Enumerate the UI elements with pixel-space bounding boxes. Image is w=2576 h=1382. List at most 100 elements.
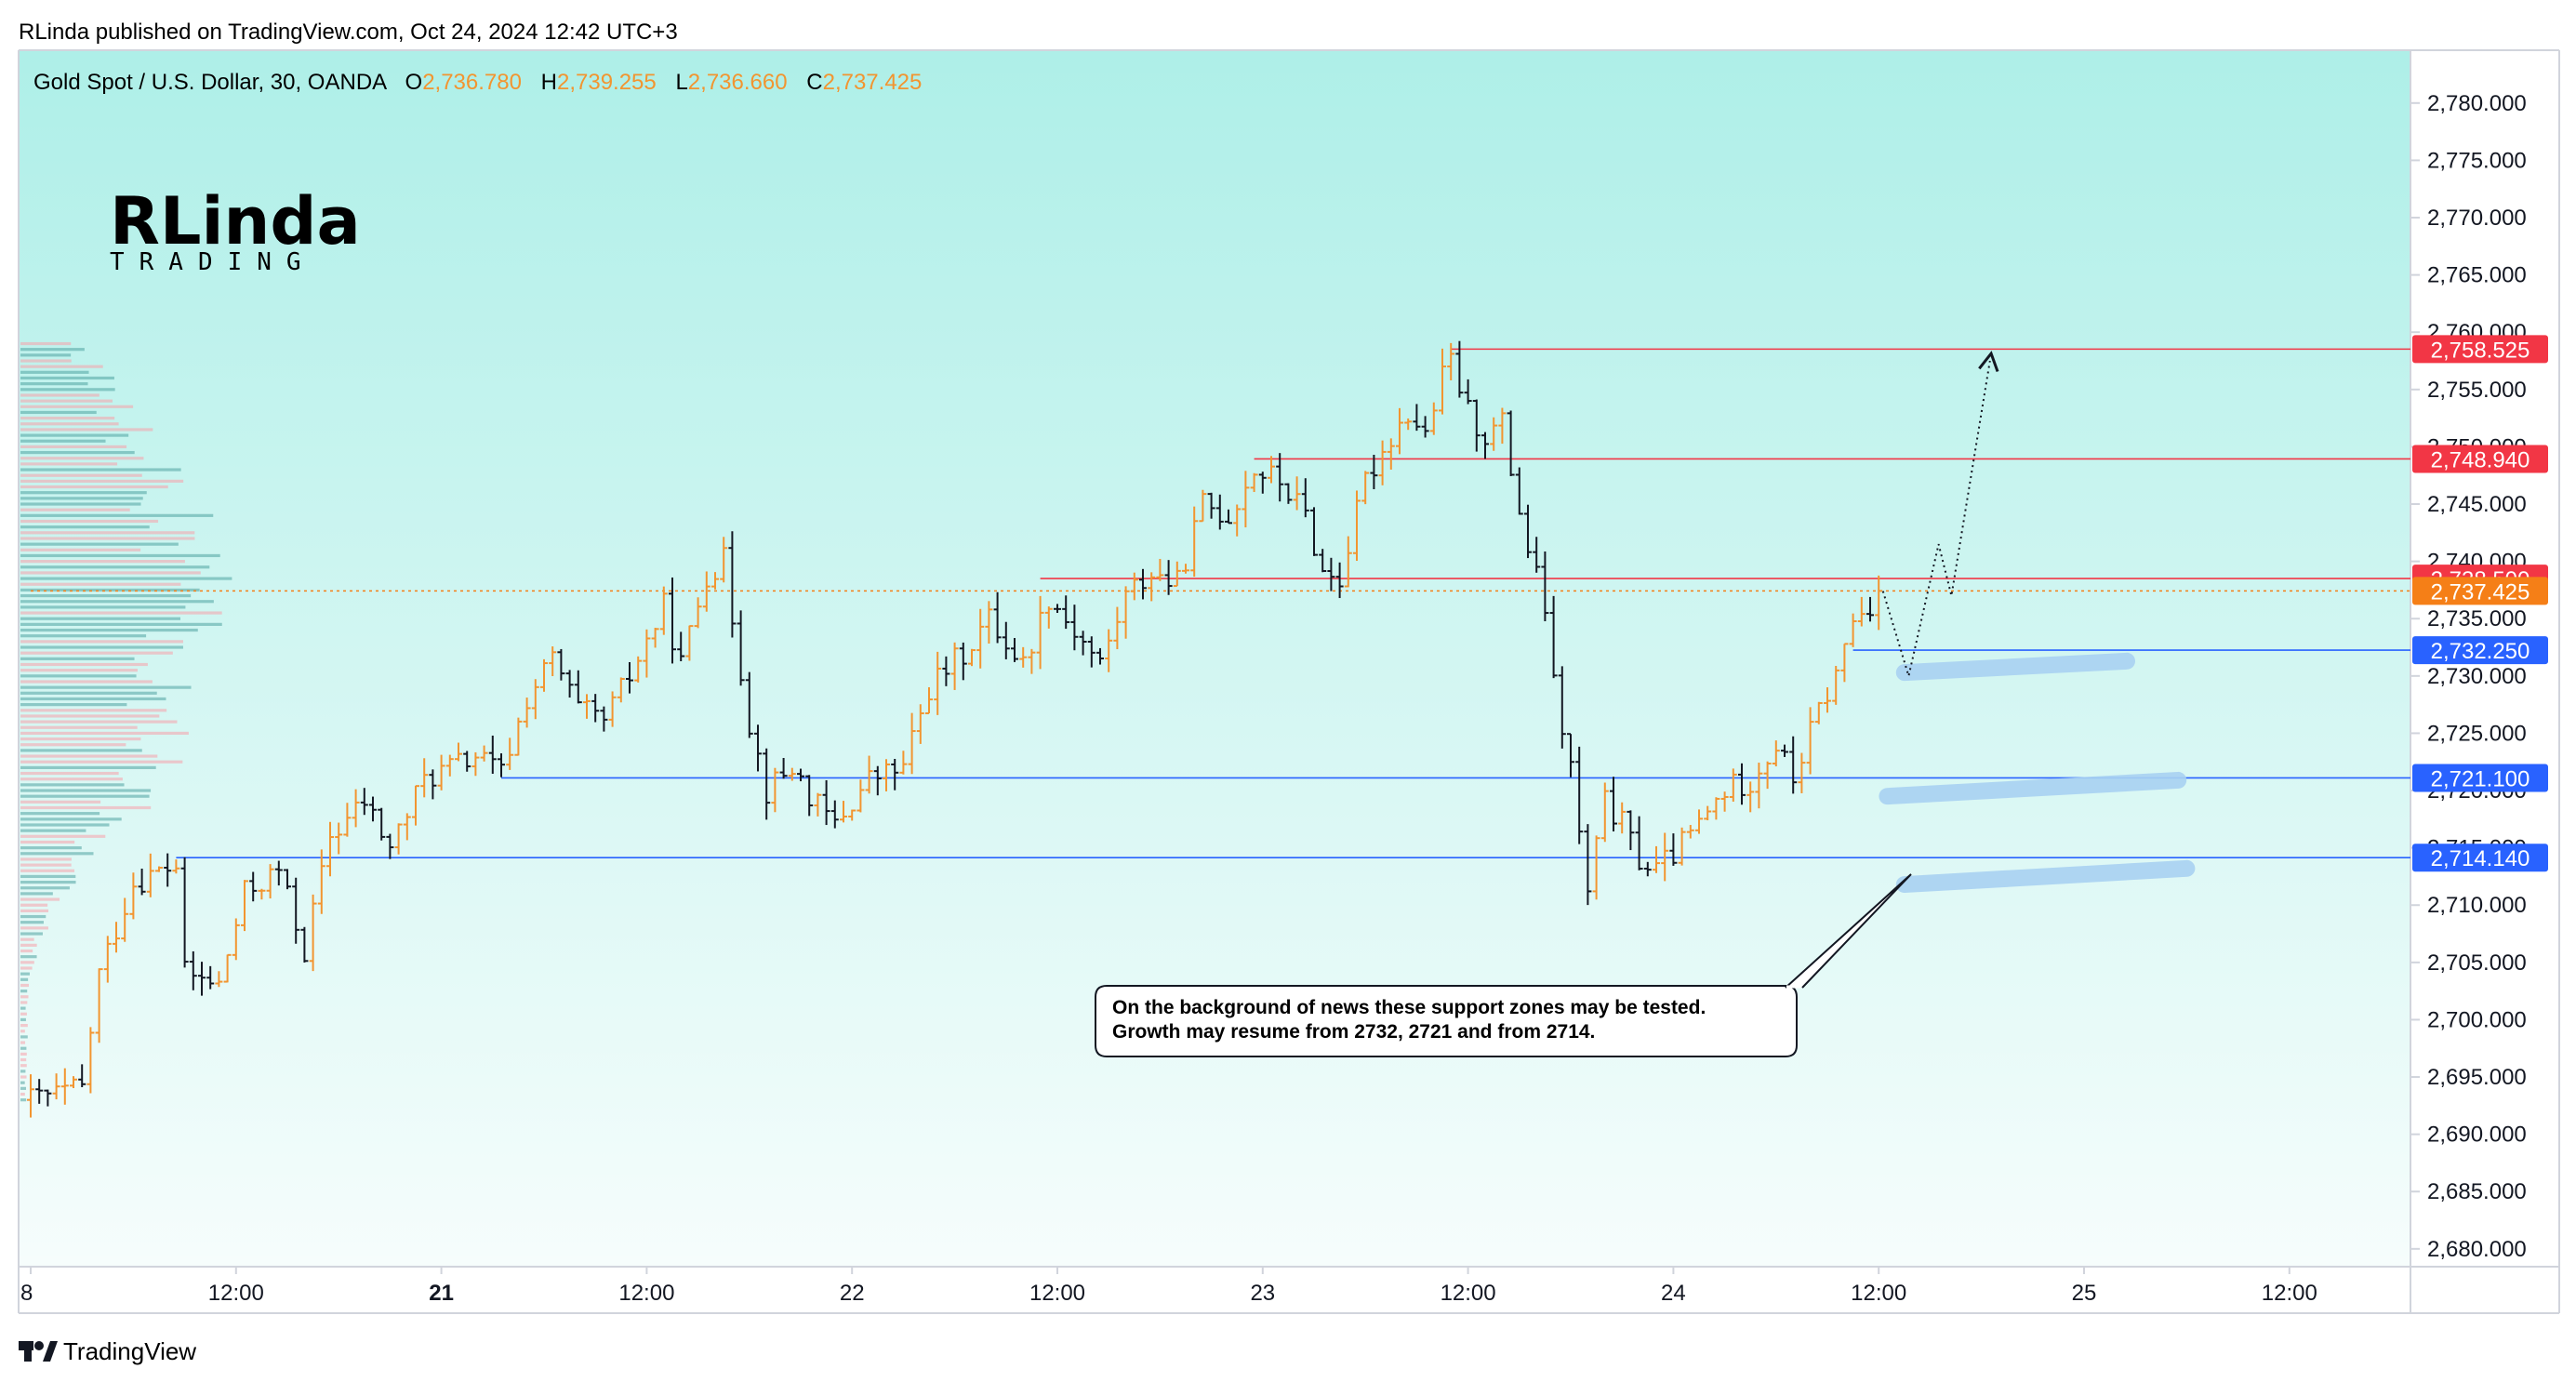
volume-profile-bar [20, 972, 30, 976]
symbol-legend[interactable]: Gold Spot / U.S. Dollar, 30, OANDA O2,73… [33, 70, 922, 95]
volume-profile-bar [20, 1075, 27, 1079]
ohlc-bar [1327, 557, 1335, 591]
support-level-label: 2,714.140 [2431, 846, 2530, 871]
price-tick-label: 2,765.000 [2427, 263, 2527, 288]
time-tick-label: 12:00 [208, 1281, 264, 1306]
publish-line: RLinda published on TradingView.com, Oct… [19, 20, 678, 45]
volume-profile-bar [20, 640, 183, 644]
ohlc-bar [685, 625, 694, 661]
ohlc-bar [737, 610, 745, 686]
annotation-callout[interactable]: On the background of news these support … [1095, 873, 1912, 1057]
support-level-label: 2,721.100 [2431, 766, 2530, 791]
ohlc-bar [1592, 835, 1600, 900]
volume-profile-bar [20, 417, 115, 420]
ohlc-bar [788, 767, 796, 781]
ohlc-bar [480, 745, 488, 762]
volume-profile-bar [20, 611, 222, 615]
ohlc-bar [993, 591, 1002, 644]
price-tick-label: 2,710.000 [2427, 893, 2527, 918]
ohlc-bar [968, 648, 976, 667]
price-tick-label: 2,685.000 [2427, 1179, 2527, 1204]
volume-profile-bar [20, 961, 34, 964]
ohlc-bar [1387, 438, 1395, 470]
volume-profile-bar [20, 662, 148, 667]
ohlc-bar [309, 894, 317, 972]
ohlc-bar [565, 670, 574, 698]
ohlc-close-value: 2,737.425 [823, 70, 923, 95]
ohlc-bar [1182, 564, 1189, 574]
time-axis[interactable]: 8 12:00 21 12:00 22 12:00 23 12:00 24 12:00 25 12:0… [20, 1267, 2317, 1306]
ohlc-bar [412, 785, 419, 826]
time-tick-label: 12:00 [1441, 1281, 1496, 1306]
ohlc-bar [1610, 777, 1617, 831]
ohlc-bar [429, 769, 437, 800]
volume-profile-bar [20, 897, 60, 901]
ohlc-bar [1618, 802, 1627, 834]
ohlc-bar [1575, 746, 1584, 844]
ohlc-bar [1464, 379, 1472, 405]
volume-profile-bar [20, 783, 125, 787]
support-zone-highlight [1895, 652, 2135, 682]
volume-profile-bar [20, 1023, 28, 1028]
time-tick-label: 8 [20, 1281, 33, 1306]
ohlc-bar [634, 656, 643, 683]
resistance-level-label: 2,758.525 [2431, 338, 2530, 363]
ohlc-bar [557, 648, 565, 681]
ohlc-bar [549, 646, 557, 677]
volume-profile-bar [20, 605, 186, 609]
ohlc-bar [985, 601, 993, 644]
volume-profile-bar [20, 450, 135, 455]
ohlc-bar [164, 853, 172, 887]
volume-profile-bar [20, 405, 134, 408]
ohlc-bar [1019, 646, 1028, 668]
ohlc-bar [1054, 604, 1061, 614]
support-level-label-bg [2412, 764, 2548, 792]
ohlc-bar [720, 537, 728, 583]
price-axis[interactable]: 2,780.0002,775.0002,770.0002,765.0002,76… [2410, 91, 2527, 1262]
volume-profile-bar [20, 714, 160, 718]
volume-profile-bar [20, 749, 142, 752]
ohlc-bar [1258, 472, 1267, 494]
volume-profile-bar [20, 880, 76, 884]
ohlc-bar [488, 735, 497, 775]
ohlc-close-label: C [806, 70, 822, 95]
ohlc-bar [1866, 596, 1874, 622]
ohlc-bar [1772, 740, 1780, 767]
logo-wordmark: RLinda [110, 183, 361, 259]
volume-profile-bar [20, 720, 178, 724]
ohlc-bar [1678, 827, 1686, 866]
ohlc-bar [1558, 666, 1566, 749]
ohlc-bar [317, 849, 325, 914]
ohlc-bar [840, 801, 847, 823]
rlinda-logo: RLinda TRADING [110, 183, 361, 276]
logo-subtitle: TRADING [110, 248, 316, 276]
ohlc-bar [959, 642, 967, 681]
ohlc-bar [1490, 417, 1498, 451]
ohlc-bar [873, 765, 882, 796]
volume-profile-bar [20, 765, 156, 769]
ohlc-bar [1361, 471, 1370, 505]
volume-profile-bar [20, 582, 181, 586]
ohlc-bar [1832, 666, 1840, 705]
ohlc-bar [1173, 561, 1181, 588]
volume-profile-bar [20, 1035, 28, 1039]
volume-profile-bar [20, 725, 138, 729]
volume-profile-bar [20, 846, 82, 850]
ohlc-bar [335, 822, 343, 855]
annotation-box [1095, 985, 1798, 1057]
volume-profile-bar [20, 703, 127, 707]
volume-profile-bar [20, 502, 141, 506]
tradingview-brand[interactable]: TradingView [19, 1337, 196, 1365]
ohlc-bar [1507, 410, 1515, 476]
ohlc-bar [899, 751, 908, 775]
ohlc-bar [1087, 636, 1095, 668]
ohlc-bar [274, 860, 283, 886]
volume-profile-bar [20, 445, 127, 449]
ohlc-bar [1840, 643, 1849, 683]
ohlc-high-value: 2,739.255 [557, 70, 657, 95]
volume-profile-bar [20, 685, 192, 689]
volume-profile-bar [20, 1081, 25, 1084]
ohlc-bar [1250, 472, 1258, 493]
price-tick-label: 2,700.000 [2427, 1007, 2527, 1032]
